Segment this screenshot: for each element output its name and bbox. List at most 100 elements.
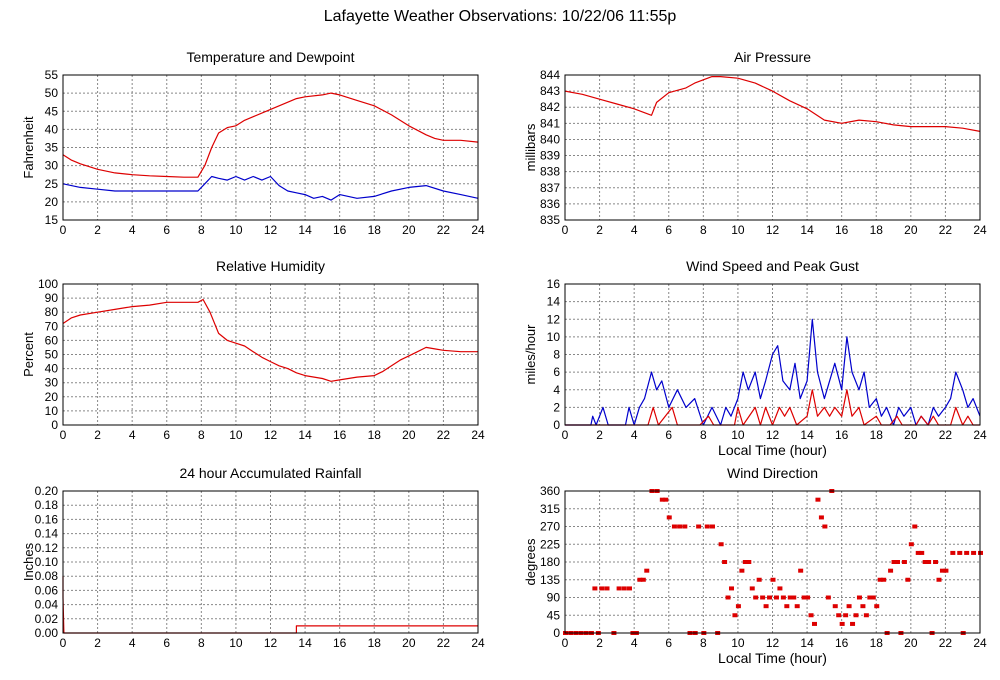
direction-point <box>621 586 627 591</box>
temp-y-axis-label: Fahrenheit <box>21 116 36 179</box>
y-tick-label: 837 <box>540 181 560 195</box>
y-tick-label: 2 <box>553 400 560 414</box>
pressure-title: Air Pressure <box>734 49 811 65</box>
y-tick-label: 12 <box>547 312 561 326</box>
temp-series-line-2 <box>62 175 479 201</box>
direction-point <box>836 613 842 618</box>
y-tick-label: 840 <box>540 132 560 146</box>
x-tick-label: 22 <box>939 223 953 237</box>
y-tick-label: 20 <box>45 390 59 404</box>
y-tick-label: 0.14 <box>35 527 59 541</box>
direction-point <box>971 550 977 555</box>
direction-point <box>950 550 956 555</box>
direction-point <box>753 595 759 600</box>
direction-point <box>718 542 724 547</box>
direction-point <box>742 560 748 564</box>
x-tick-label: 0 <box>562 636 569 650</box>
direction-point <box>881 577 887 582</box>
direction-point <box>637 577 643 582</box>
pressure-series-line-1 <box>564 75 981 132</box>
direction-point <box>604 586 610 591</box>
direction-point <box>663 497 669 502</box>
direction-point <box>722 560 728 564</box>
x-tick-label: 0 <box>60 636 67 650</box>
direction-point <box>592 586 598 591</box>
x-tick-label: 14 <box>298 636 312 650</box>
y-tick-label: 30 <box>45 376 59 390</box>
x-tick-label: 0 <box>562 223 569 237</box>
rain-plot-frame <box>62 490 479 634</box>
direction-point <box>850 621 856 626</box>
direction-point <box>808 613 814 618</box>
y-tick-label: 836 <box>540 197 560 211</box>
direction-point <box>870 595 876 600</box>
direction-point <box>905 577 911 582</box>
x-tick-label: 10 <box>731 223 745 237</box>
wind-x-axis-label: Local Time (hour) <box>718 442 827 458</box>
humidity-plot-frame <box>62 283 479 426</box>
direction-point <box>696 524 702 529</box>
direction-point <box>860 604 866 609</box>
y-tick-label: 0 <box>553 626 560 640</box>
y-tick-label: 0.18 <box>35 498 59 512</box>
direction-point <box>773 595 779 600</box>
x-tick-label: 22 <box>939 636 953 650</box>
direction-point <box>787 595 793 600</box>
direction-point <box>767 595 773 600</box>
x-tick-label: 6 <box>665 428 672 442</box>
x-tick-label: 2 <box>94 636 101 650</box>
direction-title: Wind Direction <box>727 465 818 481</box>
y-tick-label: 841 <box>540 116 560 130</box>
x-tick-label: 2 <box>94 428 101 442</box>
direction-point <box>644 568 650 573</box>
x-tick-label: 22 <box>437 223 451 237</box>
x-tick-label: 8 <box>700 636 707 650</box>
direction-point <box>943 568 949 573</box>
y-tick-label: 40 <box>45 122 59 136</box>
humidity-chart: 0 2 4 6 8 10 12 14 16 18 20 22 240102030405060708090… <box>21 258 485 442</box>
direction-point <box>964 550 970 555</box>
direction-point <box>756 577 762 582</box>
y-tick-label: 0.02 <box>35 612 59 626</box>
direction-point <box>739 568 745 573</box>
direction-y-axis-label: degrees <box>523 538 538 585</box>
direction-point <box>735 604 741 609</box>
y-tick-label: 8 <box>553 348 560 362</box>
x-tick-label: 4 <box>631 428 638 442</box>
y-tick-label: 70 <box>45 319 59 333</box>
direction-point <box>666 515 672 520</box>
direction-point <box>926 560 932 564</box>
y-tick-label: 80 <box>45 305 59 319</box>
x-tick-label: 24 <box>973 636 987 650</box>
x-tick-label: 2 <box>596 636 603 650</box>
y-tick-label: 100 <box>38 277 58 291</box>
direction-point <box>704 524 710 529</box>
direction-point <box>791 595 797 600</box>
y-tick-label: 843 <box>540 84 560 98</box>
y-tick-label: 315 <box>540 502 560 516</box>
direction-point <box>709 524 715 529</box>
temp-chart: 0 2 4 6 8 10 12 14 16 18 20 22 24152025303540455055T… <box>21 49 485 237</box>
y-tick-label: 0 <box>51 418 58 432</box>
x-tick-label: 24 <box>973 223 987 237</box>
y-tick-label: 20 <box>45 195 59 209</box>
y-tick-label: 0.06 <box>35 583 59 597</box>
direction-point <box>846 604 852 609</box>
x-tick-label: 24 <box>471 223 485 237</box>
direction-point <box>922 560 928 564</box>
x-tick-label: 16 <box>835 428 849 442</box>
x-tick-label: 8 <box>198 223 205 237</box>
y-tick-label: 55 <box>45 68 59 82</box>
y-tick-label: 6 <box>553 365 560 379</box>
y-tick-label: 0.04 <box>35 598 59 612</box>
direction-plot-frame <box>564 490 981 634</box>
y-tick-label: 15 <box>45 213 59 227</box>
rain-title: 24 hour Accumulated Rainfall <box>179 465 361 481</box>
x-tick-label: 20 <box>402 636 416 650</box>
x-tick-label: 6 <box>665 223 672 237</box>
x-tick-label: 0 <box>562 428 569 442</box>
humidity-title: Relative Humidity <box>216 258 325 274</box>
y-tick-label: 839 <box>540 149 560 163</box>
x-tick-label: 16 <box>333 428 347 442</box>
